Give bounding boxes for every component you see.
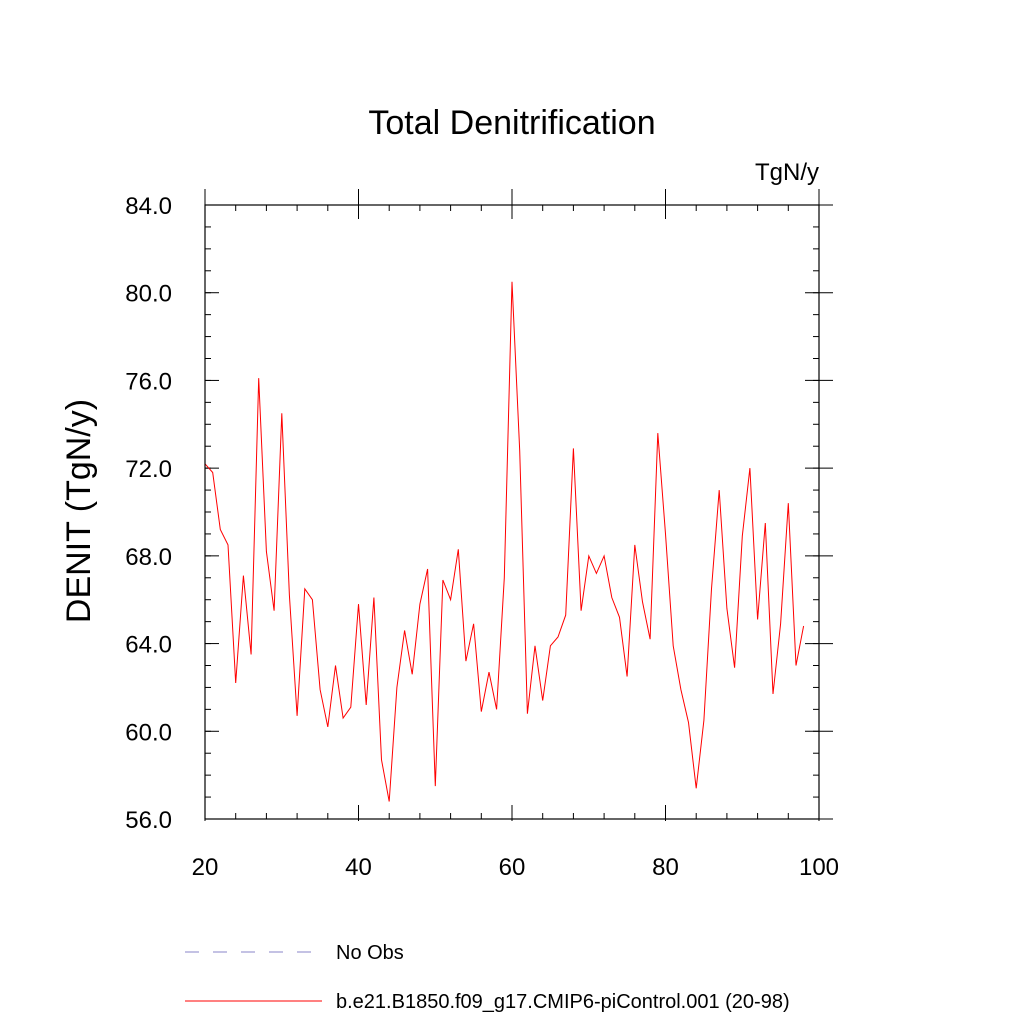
x-tick-label: 100: [799, 854, 839, 881]
x-tick-labels: 20 40 60 80 100: [192, 854, 839, 881]
y-tick-label: 56.0: [125, 807, 172, 834]
series-layer: [204, 281, 805, 802]
y-tick-label: 76.0: [125, 368, 172, 395]
y-ticks: [205, 204, 833, 820]
legend-label-no-obs: No Obs: [336, 942, 404, 964]
y-tick-label: 72.0: [125, 456, 172, 483]
y-tick-labels: 56.0 60.0 64.0 68.0 72.0 76.0 80.0 84.0: [125, 193, 172, 834]
series-line: [204, 281, 805, 802]
y-tick-label: 84.0: [125, 193, 172, 220]
x-tick-label: 80: [652, 854, 679, 881]
legend: No Obs b.e21.B1850.f09_g17.CMIP6-piContr…: [185, 942, 790, 1013]
y-tick-label: 64.0: [125, 632, 172, 659]
y-tick-label: 80.0: [125, 281, 172, 308]
plot-frame: [204, 204, 820, 820]
legend-label-model: b.e21.B1850.f09_g17.CMIP6-piControl.001 …: [336, 991, 790, 1013]
x-tick-label: 20: [192, 854, 219, 881]
x-tick-label: 40: [345, 854, 372, 881]
x-tick-label: 60: [499, 854, 526, 881]
chart-title: Total Denitrification: [368, 104, 655, 142]
y-axis-label: DENIT (TgN/y): [60, 399, 98, 623]
y-tick-label: 68.0: [125, 544, 172, 571]
y-tick-label: 60.0: [125, 719, 172, 746]
units-label: TgN/y: [755, 159, 819, 186]
